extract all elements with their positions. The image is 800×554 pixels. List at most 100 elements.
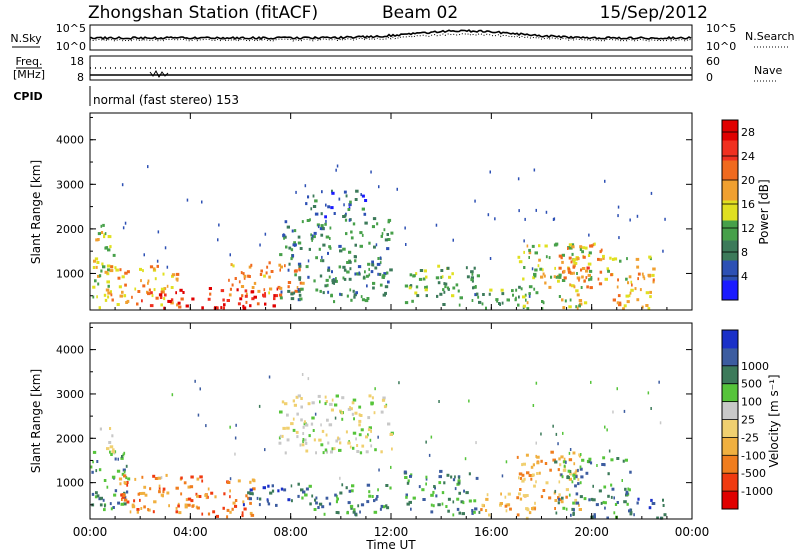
heatmap-cell — [275, 294, 279, 298]
heatmap-cell — [576, 293, 580, 297]
colorbar-tick-label: 24 — [741, 150, 755, 163]
heatmap-cell — [303, 420, 306, 424]
heatmap-cell — [561, 260, 564, 264]
heatmap-cell — [310, 422, 314, 426]
heatmap-cell — [579, 248, 582, 251]
heatmap-cell — [343, 203, 345, 207]
heatmap-cell — [293, 403, 297, 407]
heatmap-cell — [572, 258, 576, 262]
heatmap-cell — [159, 296, 163, 299]
heatmap-cell — [243, 276, 246, 280]
heatmap-cell — [532, 463, 535, 467]
heatmap-cell — [335, 494, 338, 498]
heatmap-cell — [385, 504, 388, 508]
heatmap-cell — [110, 507, 113, 511]
heatmap-cell — [583, 301, 588, 305]
heatmap-cell — [588, 233, 590, 237]
heatmap-cell — [368, 426, 372, 430]
heatmap-cell — [136, 508, 140, 511]
heatmap-cell — [306, 219, 310, 222]
heatmap-cell — [631, 283, 633, 287]
heatmap-cell — [564, 299, 567, 303]
heatmap-cell — [205, 424, 207, 428]
heatmap-cell — [567, 247, 569, 250]
heatmap-cell — [533, 168, 536, 172]
heatmap-cell — [210, 491, 214, 495]
heatmap-cell — [242, 304, 245, 308]
heatmap-cell — [209, 292, 212, 296]
heatmap-cell — [329, 226, 332, 230]
heatmap-cell — [622, 307, 625, 311]
colorbar-tick-label: 25 — [741, 414, 755, 427]
colorbar-tick-label: -100 — [741, 449, 766, 462]
heatmap-cell — [150, 291, 153, 295]
heatmap-cell — [273, 297, 276, 301]
heatmap-cell — [519, 488, 522, 491]
heatmap-cell — [299, 443, 302, 447]
heatmap-cell — [500, 492, 502, 496]
heatmap-cell — [309, 218, 311, 222]
heatmap-cell — [489, 288, 493, 292]
heatmap-cell — [610, 458, 614, 462]
heatmap-cell — [509, 507, 512, 511]
heatmap-cell — [223, 492, 226, 496]
heatmap-cell — [485, 306, 487, 310]
heatmap-cell — [346, 294, 349, 298]
heatmap-cell — [567, 267, 570, 271]
heatmap-cell — [474, 507, 478, 511]
heatmap-cell — [418, 485, 421, 489]
heatmap-cell — [251, 286, 255, 289]
heatmap-cell — [383, 405, 387, 409]
heatmap-cell — [284, 220, 288, 224]
heatmap-cell — [345, 232, 348, 236]
heatmap-cell — [156, 259, 159, 263]
heatmap-cell — [458, 476, 460, 480]
heatmap-cell — [384, 238, 388, 242]
heatmap-cell — [628, 275, 632, 279]
heatmap-cell — [592, 515, 596, 519]
heatmap-cell — [585, 269, 589, 273]
heatmap-cell — [642, 275, 645, 279]
heatmap-cell — [618, 303, 622, 307]
colorbar-segment — [722, 220, 738, 241]
heatmap-cell — [275, 503, 278, 507]
heatmap-cell — [651, 502, 656, 505]
heatmap-cell — [575, 492, 579, 496]
heatmap-cell — [568, 493, 571, 497]
cpid-label: CPID — [13, 90, 42, 103]
freq-unit: [MHz] — [13, 68, 45, 81]
heatmap-cell — [194, 379, 196, 383]
heatmap-cell — [269, 491, 273, 495]
heatmap-cell — [516, 513, 520, 517]
heatmap-cell — [214, 495, 217, 499]
heatmap-cell — [382, 505, 386, 509]
heatmap-cell — [452, 286, 456, 290]
heatmap-cell — [292, 417, 295, 421]
heatmap-cell — [590, 497, 594, 501]
heatmap-cell — [354, 272, 357, 276]
heatmap-cell — [97, 274, 101, 278]
heatmap-cell — [367, 428, 371, 432]
heatmap-cell — [178, 511, 182, 515]
heatmap-cell — [162, 490, 165, 494]
heatmap-cell — [488, 292, 491, 296]
heatmap-cell — [90, 465, 93, 469]
heatmap-cell — [119, 482, 122, 486]
heatmap-cell — [580, 286, 583, 289]
heatmap-cell — [229, 510, 232, 514]
heatmap-cell — [540, 275, 544, 279]
heatmap-cell — [569, 472, 572, 476]
heatmap-cell — [106, 447, 110, 451]
heatmap-cell — [637, 497, 640, 501]
heatmap-cell — [379, 283, 383, 287]
y-tick-label: 2000 — [56, 223, 84, 236]
heatmap-cell — [375, 497, 378, 501]
heatmap-cell — [191, 504, 194, 508]
heatmap-cell — [220, 289, 225, 293]
heatmap-cell — [374, 387, 376, 391]
heatmap-cell — [652, 278, 655, 282]
heatmap-cell — [647, 307, 651, 311]
heatmap-cell — [117, 457, 119, 461]
heatmap-cell — [648, 274, 652, 278]
heatmap-cell — [260, 269, 263, 273]
